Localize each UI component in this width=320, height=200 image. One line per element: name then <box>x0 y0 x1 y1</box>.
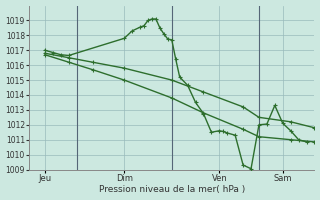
X-axis label: Pression niveau de la mer( hPa ): Pression niveau de la mer( hPa ) <box>99 185 245 194</box>
